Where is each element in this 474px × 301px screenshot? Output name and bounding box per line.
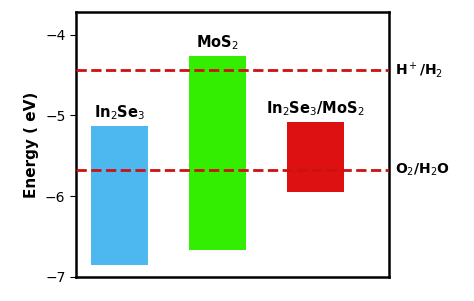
Bar xyxy=(287,122,344,192)
Text: MoS$_2$: MoS$_2$ xyxy=(196,34,239,52)
Text: In$_2$Se$_3$/MoS$_2$: In$_2$Se$_3$/MoS$_2$ xyxy=(266,99,365,118)
Text: O$_2$/H$_2$O: O$_2$/H$_2$O xyxy=(395,161,450,178)
Bar xyxy=(189,57,246,250)
Y-axis label: Energy ( eV): Energy ( eV) xyxy=(24,92,39,197)
Text: H$^+$/H$_2$: H$^+$/H$_2$ xyxy=(395,60,443,80)
Text: In$_2$Se$_3$: In$_2$Se$_3$ xyxy=(94,103,146,122)
Bar xyxy=(91,126,148,265)
